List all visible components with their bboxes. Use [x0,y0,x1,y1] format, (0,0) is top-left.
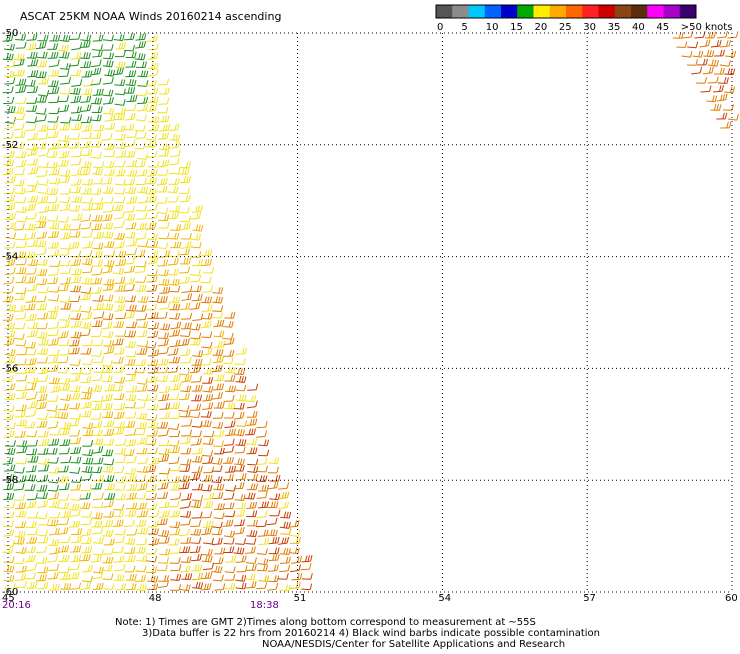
longitude-tick-label: 60 [725,593,738,604]
colorbar-label: 20 [535,22,548,33]
time-label-right: 18:38 [250,600,279,611]
longitude-tick-label: 51 [294,593,307,604]
longitude-tick-label: 54 [438,593,451,604]
latitude-tick-label: -58 [2,475,18,486]
latitude-tick-label: -52 [2,140,18,151]
colorbar-bin [631,5,648,18]
colorbar-bin [566,5,583,18]
colorbar-label: 40 [632,22,645,33]
latitude-tick-label: -60 [2,587,18,598]
note-line-2: 3)Data buffer is 22 hrs from 20160214 4)… [142,628,600,639]
colorbar-label: 5 [461,22,467,33]
longitude-tick-label: 57 [583,593,596,604]
colorbar-label: 30 [583,22,596,33]
time-label-left: 20:16 [2,600,31,611]
note-line-1: Note: 1) Times are GMT 2)Times along bot… [115,617,536,628]
colorbar-bin [680,5,697,18]
longitude-tick-label: 48 [149,593,162,604]
colorbar-bin [550,5,567,18]
colorbar-bin [501,5,518,18]
note-line-3: NOAA/NESDIS/Center for Satellite Applica… [262,639,565,650]
colorbar-bin [452,5,469,18]
colorbar-label: 0 [437,22,443,33]
map-title: ASCAT 25KM NOAA Winds 20160214 ascending [20,10,281,23]
colorbar-label: 35 [608,22,621,33]
colorbar-label: 25 [559,22,572,33]
colorbar-bin [534,5,551,18]
colorbar-label: 45 [656,22,669,33]
colorbar-bin [436,5,453,18]
colorbar-bin [517,5,534,18]
colorbar-bin [664,5,681,18]
colorbar-label: >50 knots [681,22,733,33]
colorbar-bin [599,5,616,18]
colorbar-bin [615,5,632,18]
colorbar-bin [647,5,664,18]
colorbar-label: 15 [510,22,523,33]
colorbar-label: 10 [486,22,499,33]
colorbar-bin [485,5,502,18]
latitude-tick-label: -56 [2,363,18,374]
colorbar-bin [582,5,599,18]
colorbar-bin [469,5,486,18]
latitude-tick-label: -54 [2,252,18,263]
latitude-tick-label: -50 [2,28,18,39]
